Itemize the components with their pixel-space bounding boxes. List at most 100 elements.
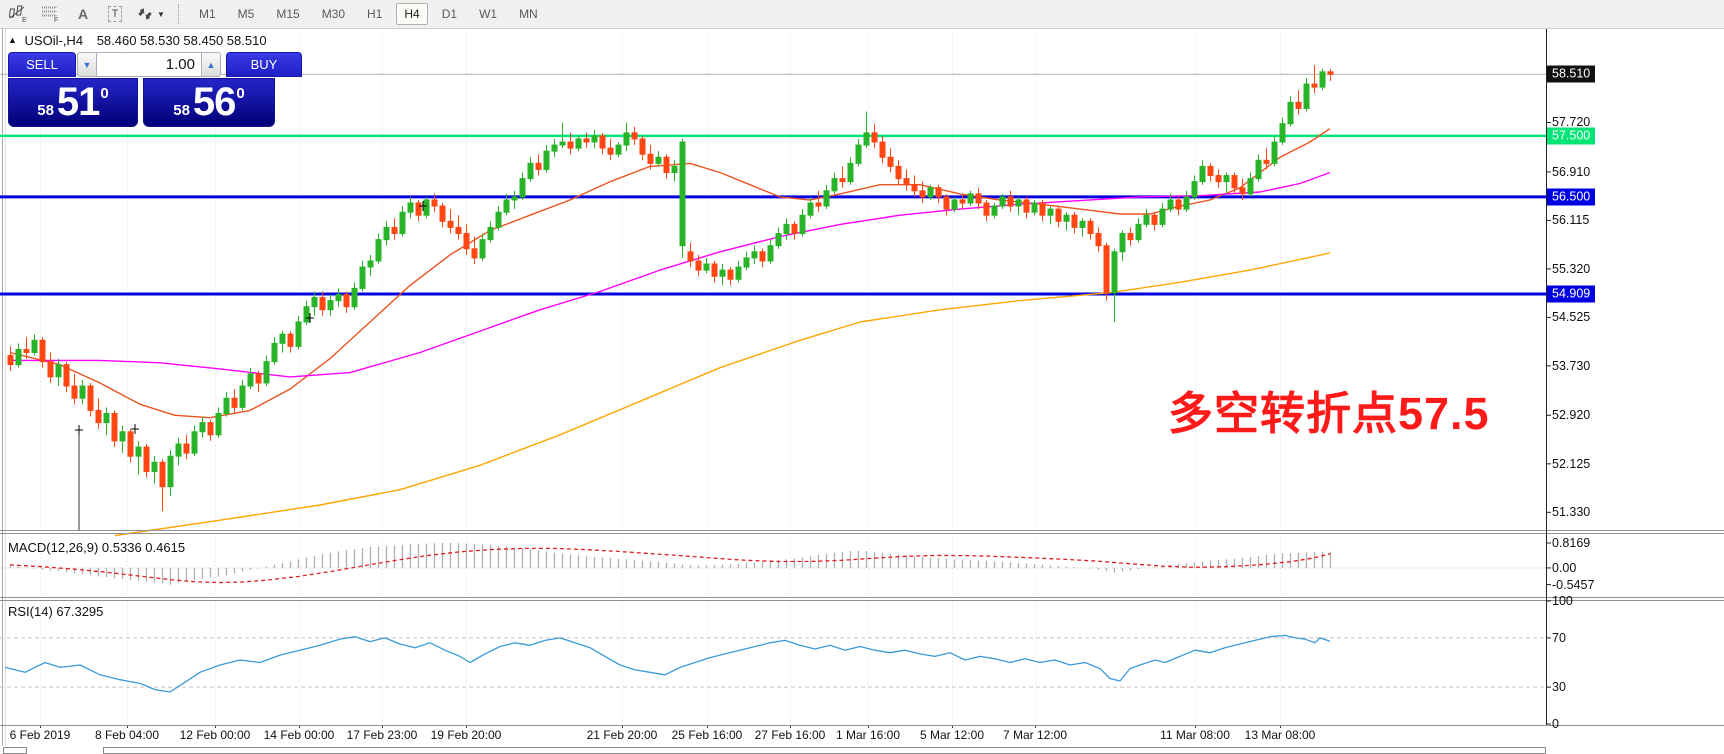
timeframe-button-w1[interactable]: W1 [479, 7, 498, 21]
candle-body [511, 196, 518, 201]
text-box-icon[interactable]: T [102, 3, 128, 25]
candle-body [175, 443, 182, 457]
candle-body [1263, 159, 1270, 164]
candle-body [1303, 83, 1310, 109]
rsi-line [4, 634, 1331, 693]
candle-body [231, 397, 238, 408]
candle-body [287, 333, 294, 347]
toolbar-separator [178, 4, 180, 24]
timeframe-button-m15[interactable]: M15 [276, 7, 300, 21]
buy-button[interactable]: BUY [226, 52, 302, 77]
price-tick-label: 57.720 [1552, 115, 1591, 130]
time-axis-label: 11 Mar 08:00 [1160, 728, 1230, 742]
candle-body [1255, 159, 1262, 180]
candle-body [439, 205, 446, 222]
time-axis-label: 19 Feb 20:00 [430, 728, 502, 742]
candle-body [695, 260, 702, 271]
bid-price-major: 58 [37, 102, 54, 119]
dropdown-caret-icon[interactable]: ▼ [157, 9, 165, 19]
candle-body [247, 373, 254, 387]
candle-body [63, 364, 70, 387]
price-badge: 56.500 [1547, 188, 1596, 206]
candle-body [1239, 187, 1246, 195]
candle-body [1247, 178, 1254, 195]
candle-body [343, 294, 350, 308]
candle-body [679, 141, 686, 247]
candle-body [239, 385, 246, 408]
candle-body [911, 184, 918, 192]
candle-body [951, 199, 958, 210]
candle-body [327, 300, 334, 311]
candle-body [1039, 202, 1046, 216]
indicators-icon[interactable]: E [6, 3, 32, 25]
candle-body [639, 138, 646, 155]
scrollbar-left-box[interactable] [3, 747, 27, 754]
candle-body [719, 269, 726, 277]
candle-body [487, 226, 494, 241]
lot-decrease-button[interactable]: ▼ [77, 52, 97, 77]
candle-body [311, 297, 318, 308]
candle-body [15, 348, 22, 366]
lot-increase-button[interactable]: ▲ [201, 52, 221, 77]
candle-body [551, 144, 558, 152]
candle-body [567, 141, 574, 149]
timeframe-button-h1[interactable]: H1 [367, 7, 383, 21]
sell-button[interactable]: SELL [8, 52, 76, 77]
time-axis-label: 7 Mar 12:00 [1002, 728, 1068, 742]
label-a-icon[interactable]: A [77, 6, 89, 22]
candle-body [359, 266, 366, 289]
candle-body [383, 226, 390, 241]
chart-annotation-text[interactable]: 多空转折点57.5 [1168, 388, 1490, 439]
candle-body [95, 409, 102, 424]
symbol-period-label: USOil-,H4 [24, 33, 84, 48]
candle-body [255, 373, 262, 384]
timeframe-button-m5[interactable]: M5 [237, 7, 255, 21]
candle-body [375, 239, 382, 262]
candle-body [407, 202, 414, 213]
candle-body [591, 135, 598, 143]
price-badge: 57.500 [1547, 127, 1596, 145]
candle-body [959, 199, 966, 204]
candle-body [1023, 199, 1030, 213]
timeframe-button-h4[interactable]: H4 [396, 3, 428, 25]
candle-body [615, 144, 622, 155]
collapse-arrow-icon[interactable]: ▲ [8, 35, 17, 45]
candle-body [159, 461, 166, 488]
candle-body [1087, 220, 1094, 235]
candle-body [1071, 214, 1078, 228]
candle-body [1167, 199, 1174, 210]
lot-size-input[interactable]: 1.00 [97, 52, 201, 77]
timeframe-button-mn[interactable]: MN [519, 7, 538, 21]
candle-body [1319, 71, 1326, 88]
candle-body [815, 202, 822, 207]
macd-label: MACD(12,26,9) 0.5336 0.4615 [8, 540, 186, 555]
candle-body [935, 187, 942, 198]
timeframe-button-m30[interactable]: M30 [321, 7, 346, 21]
candle-body [111, 412, 118, 442]
scrollbar-thumb[interactable] [103, 747, 1546, 754]
grid-icon[interactable]: F [38, 3, 64, 25]
candle-body [839, 178, 846, 183]
candle-body [335, 294, 342, 302]
candle-body [559, 141, 566, 146]
candle-body [1055, 208, 1062, 222]
candle-body [735, 266, 742, 280]
candle-body [879, 141, 886, 158]
candle-body [1295, 101, 1302, 109]
timeframe-button-m1[interactable]: M1 [199, 7, 216, 21]
candle-body [431, 199, 438, 207]
timeframe-button-d1[interactable]: D1 [441, 7, 458, 21]
svg-text:E: E [22, 17, 27, 23]
candle-body [79, 385, 86, 399]
candle-body [535, 162, 542, 170]
candle-body [415, 202, 422, 216]
candle-body [1015, 199, 1022, 207]
rsi-label: RSI(14) 67.3295 [8, 604, 104, 619]
sort-arrows-icon[interactable]: ▼ [134, 3, 168, 25]
ask-price-panel[interactable]: 58 56 0 [143, 78, 275, 127]
candle-body [895, 165, 902, 180]
bid-price-panel[interactable]: 58 51 0 [8, 78, 138, 127]
ma-mid-magenta [10, 171, 1331, 378]
candle-body [1135, 223, 1142, 241]
